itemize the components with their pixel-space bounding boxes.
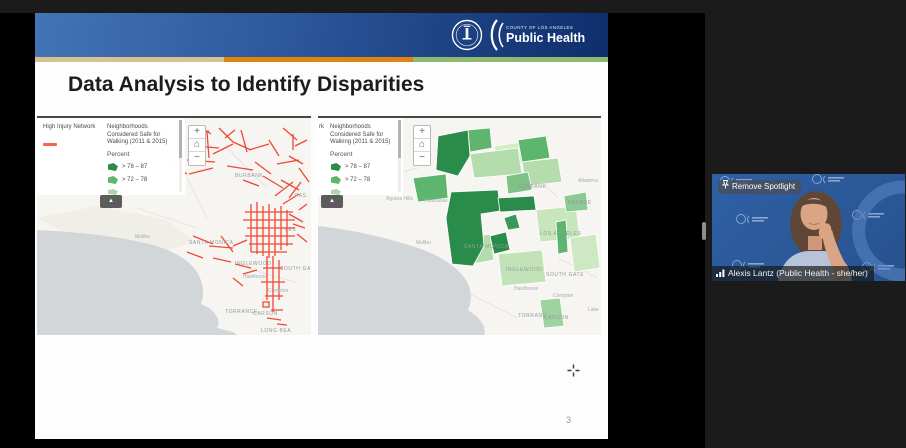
crosshair-cursor: [567, 364, 580, 377]
high-injury-line-swatch: [43, 143, 57, 146]
public-health-logo: COUNTY OF LOS ANGELES Public Health: [450, 16, 605, 54]
map-place-label: Lake: [588, 307, 599, 313]
shared-slide: COUNTY OF LOS ANGELES Public Health Data…: [35, 13, 608, 439]
legend-scrollbar[interactable]: [179, 120, 182, 192]
map-place-label: INGLEWOOD: [506, 267, 543, 273]
accent-stripe-orange: [224, 57, 413, 62]
slide-header-bar: COUNTY OF LOS ANGELES Public Health: [35, 13, 608, 57]
map-place-label: LOS ANGELES: [540, 231, 582, 237]
map-place-label: LONG BEA: [261, 328, 292, 334]
legend-class-1: > 78 – 87: [122, 164, 148, 170]
map-place-label: Calabasas: [424, 198, 448, 204]
choropleth-polygons: [412, 127, 601, 329]
remove-spotlight-label: Remove Spotlight: [732, 182, 796, 191]
zoom-in-button[interactable]: +: [189, 126, 205, 139]
participant-name-tag: Alexis Lantz (Public Health - she/her): [712, 266, 874, 281]
map-place-label: PASADE: [568, 200, 592, 206]
legend-network-fragment: rk: [319, 124, 324, 130]
accent-stripe-tan: [35, 57, 224, 62]
legend-swatch-medium-green: [108, 176, 118, 184]
zoom-out-button[interactable]: −: [194, 152, 200, 163]
map-place-label: BURBANK: [235, 173, 264, 179]
window-titlebar: [0, 0, 906, 13]
map-right-basemap: [318, 118, 601, 335]
map-right-zoom-control: + ⌂ −: [413, 125, 431, 166]
map-place-label: Hawthorne: [514, 286, 539, 292]
map-place-label: Compton: [268, 288, 289, 294]
legend-swatch-medium-green-right: [331, 176, 341, 184]
legend-percent-label-right: Percent: [330, 151, 353, 158]
map-place-label: Malibu: [135, 234, 150, 240]
legend-swatch-dark-green: [108, 163, 118, 171]
map-place-label: TORRANCE: [225, 309, 258, 315]
map-place-label: Compton: [553, 293, 574, 299]
backdrop-c-shape: [852, 180, 905, 281]
map-place-label: SANTA MONICA: [189, 240, 234, 246]
home-button-right[interactable]: ⌂: [414, 139, 430, 152]
map-place-label: SOUTH GATE: [546, 272, 585, 278]
legend-percent-label: Percent: [107, 151, 130, 158]
map-safe-walking-choropleth[interactable]: BURBANK Altadena PASADE Agoura Hills Calabas…: [318, 116, 601, 335]
zoom-in-button-right[interactable]: +: [414, 126, 430, 139]
map-place-label: CARSON: [253, 311, 278, 317]
slide-page-number: 3: [566, 415, 572, 425]
remove-spotlight-button[interactable]: Remove Spotlight: [718, 180, 802, 194]
legend-neighborhoods-title-right: Neighborhoods Considered Safe for Walkin…: [330, 124, 391, 145]
map-place-label: PAS.: [295, 193, 309, 199]
map-place-label: Hawthorne: [243, 274, 268, 280]
map-place-label: Malibu: [416, 240, 431, 246]
map-place-label: SOUTH GATE: [280, 266, 311, 272]
map-right-legend: rk Neighborhoods Considered Safe for Wal…: [318, 118, 403, 195]
legend-swatch-light-green-partial-right: [331, 189, 341, 195]
pin-icon: [722, 180, 729, 189]
legend-class-2: > 72 – 78: [122, 177, 148, 183]
map-place-label: Agoura Hills: [386, 196, 413, 202]
video-panel-drag-handle[interactable]: [702, 222, 706, 240]
map-place-label: CARSON: [544, 315, 569, 321]
slide-title: Data Analysis to Identify Disparities: [68, 73, 425, 96]
legend-class-1-right: > 78 – 87: [345, 164, 371, 170]
legend-class-2-right: > 72 – 78: [345, 177, 371, 183]
map-high-injury-network[interactable]: BURBANK PAS. LES SANTA MONICA Malibu INGLEWOO…: [37, 116, 311, 335]
map-place-label: TORRANC: [518, 313, 547, 319]
participant-name-label: Alexis Lantz (Public Health - she/her): [728, 268, 868, 278]
legend-neighborhoods-title: Neighborhoods Considered Safe for Walkin…: [107, 124, 168, 145]
legend-swatch-dark-green-right: [331, 163, 341, 171]
map-place-label: INGLEWOOD: [235, 261, 272, 267]
map-place-label: LES: [285, 227, 297, 233]
home-button[interactable]: ⌂: [189, 139, 205, 152]
participant-video-tile[interactable]: Remove Spotlight Alexis Lantz (Public He…: [712, 174, 905, 281]
legend-swatch-light-green-partial: [108, 189, 118, 195]
map-place-label: BURBANK: [518, 184, 547, 190]
legend-high-injury-title: High Injury Network: [43, 124, 96, 130]
map-place-label: Altadena: [578, 178, 598, 184]
legend-collapse-button-right[interactable]: ▲: [321, 195, 343, 208]
map-left-legend: High Injury Network Neighborhoods Consid…: [37, 118, 185, 195]
audio-level-icon: [716, 269, 725, 277]
legend-collapse-button[interactable]: ▲: [100, 195, 122, 208]
map-place-label: SANTA MONICA: [464, 244, 509, 250]
county-seal-icon: [451, 19, 483, 51]
logo-brace-icon: [490, 19, 504, 51]
accent-stripe-green: [413, 57, 608, 62]
logo-publichealth-text: Public Health: [506, 31, 586, 45]
logo-county-text: COUNTY OF LOS ANGELES: [506, 25, 574, 30]
legend-scrollbar-right[interactable]: [398, 120, 401, 192]
zoom-out-button-right[interactable]: −: [419, 152, 425, 163]
map-left-zoom-control: + ⌂ −: [188, 125, 206, 166]
